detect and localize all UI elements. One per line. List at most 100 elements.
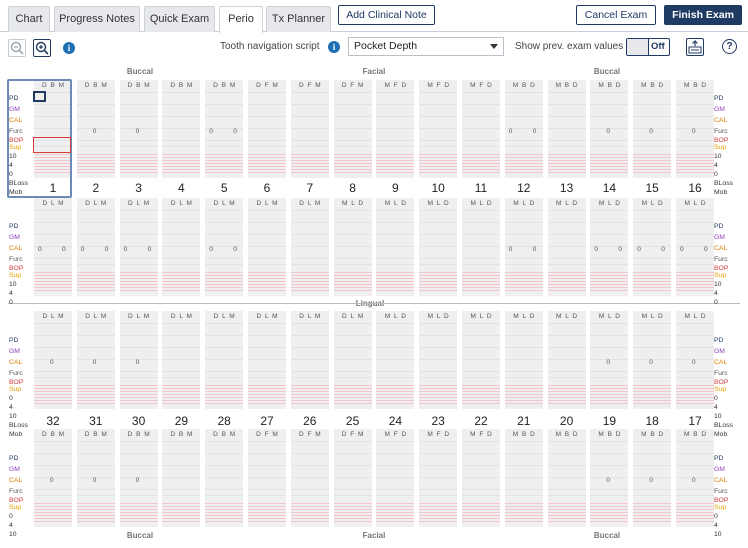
tooth-number[interactable]: 15 [645, 181, 659, 195]
tooth-number[interactable]: 12 [517, 181, 531, 195]
keyboard-button[interactable] [686, 38, 704, 56]
tooth-cell-column[interactable]: D L M 0 0 [76, 198, 115, 296]
tooth-number[interactable]: 18 [645, 414, 659, 428]
tooth-number[interactable]: 8 [349, 181, 356, 195]
tooth-cell-column[interactable]: D B M [205, 429, 244, 527]
tooth-cell-column[interactable]: M B D 0 [633, 80, 672, 178]
tooth-cell-column[interactable]: M L D [462, 311, 500, 409]
tooth-cell-column[interactable]: M B D [547, 80, 586, 178]
tooth-cell-column[interactable]: M F D [462, 429, 500, 527]
tooth-number[interactable]: 14 [602, 181, 617, 195]
tooth-cell-column[interactable]: D F M [248, 80, 286, 178]
tooth-cell-column[interactable]: D L M 0 0 [119, 198, 158, 296]
tooth-cell-column[interactable]: M L D [462, 198, 500, 296]
nav-script-info-icon[interactable]: i [328, 41, 340, 53]
tooth-cell-column[interactable]: D L M [162, 198, 201, 296]
tooth-cell-column[interactable]: D F M [248, 429, 286, 527]
tooth-number[interactable]: 24 [388, 414, 403, 428]
tooth-number[interactable]: 21 [517, 414, 531, 428]
tooth-number[interactable]: 16 [688, 181, 702, 195]
tooth-cell-column[interactable]: D L M [290, 198, 329, 296]
tooth-cell-column[interactable]: M L D 0 [590, 311, 629, 409]
tooth-cell-column[interactable]: M L D 0 0 [633, 198, 672, 296]
tooth-cell-column[interactable]: D L M 0 [76, 311, 115, 409]
tooth-number[interactable]: 22 [474, 414, 488, 428]
tooth-cell-column[interactable]: M L D 0 0 [590, 198, 629, 296]
tooth-cell-column[interactable]: M B D 0 [590, 80, 629, 178]
tooth-number[interactable]: 23 [431, 414, 445, 428]
zoom-out-button[interactable] [8, 39, 26, 57]
tooth-cell-column[interactable]: D F M [290, 80, 329, 178]
tooth-cell-column[interactable]: D B M 0 0 [205, 80, 244, 178]
tooth-number[interactable]: 28 [217, 414, 231, 428]
tooth-number[interactable]: 2 [92, 181, 100, 195]
tooth-number[interactable]: 10 [431, 181, 445, 195]
tooth-cell-column[interactable]: D L M [248, 198, 286, 296]
tooth-cell-column[interactable]: D L M [290, 311, 329, 409]
tooth-cell-column[interactable]: D B M 0 [76, 429, 115, 527]
tooth-cell-column[interactable]: M B D 0 [676, 80, 714, 178]
tooth-cell-column[interactable]: M B D 0 [590, 429, 629, 527]
tooth-cell-column[interactable]: M L D 0 [633, 311, 672, 409]
tooth-cell-column[interactable]: D L M [162, 311, 201, 409]
tooth-number[interactable]: 6 [263, 181, 271, 195]
zoom-in-button[interactable] [33, 39, 51, 57]
tab-tx-planner[interactable]: Tx Planner [266, 6, 331, 32]
tooth-cell-column[interactable]: M L D 0 0 [504, 198, 543, 296]
tooth-cell-column[interactable]: M B D 0 [633, 429, 672, 527]
cancel-exam-button[interactable]: Cancel Exam [576, 5, 656, 25]
tooth-number[interactable]: 4 [178, 181, 185, 195]
tooth-number[interactable]: 26 [303, 414, 317, 428]
nav-script-select[interactable]: Pocket Depth [348, 37, 504, 56]
tooth-cell-column[interactable]: M L D [547, 198, 586, 296]
active-pd-cell[interactable] [33, 91, 46, 102]
tooth-cell-column[interactable]: D F M [333, 429, 372, 527]
tooth-cell-column[interactable]: D L M [333, 311, 372, 409]
tooth-cell-column[interactable]: M B D 0 [676, 429, 714, 527]
tooth-cell-column[interactable]: M B D 0 0 [504, 80, 543, 178]
tooth-number[interactable]: 13 [559, 181, 574, 195]
tooth-number[interactable]: 1 [49, 181, 57, 195]
bop-cell[interactable] [33, 137, 71, 153]
finish-exam-button[interactable]: Finish Exam [664, 5, 742, 25]
tooth-cell-column[interactable]: M F D [376, 429, 415, 527]
tooth-number[interactable]: 11 [474, 181, 488, 195]
tab-progress-notes[interactable]: Progress Notes [54, 6, 140, 32]
tooth-cell-column[interactable]: M L D [333, 198, 372, 296]
info-icon[interactable]: i [63, 42, 75, 54]
tooth-number[interactable]: 7 [306, 181, 314, 195]
tooth-cell-column[interactable]: D B M [162, 429, 201, 527]
tooth-cell-column[interactable]: M F D [419, 80, 458, 178]
tooth-number[interactable]: 25 [345, 414, 360, 428]
tooth-cell-column[interactable]: M L D [419, 198, 458, 296]
tooth-number[interactable]: 17 [688, 414, 702, 428]
tab-chart[interactable]: Chart [8, 6, 50, 32]
tooth-cell-column[interactable]: M L D [547, 311, 586, 409]
tooth-number[interactable]: 27 [260, 414, 274, 428]
tooth-cell-column[interactable]: D B M 0 [34, 429, 72, 527]
tooth-cell-column[interactable]: D F M [290, 429, 329, 527]
tooth-cell-column[interactable]: D F M [333, 80, 372, 178]
tooth-cell-column[interactable]: M B D [504, 429, 543, 527]
tooth-cell-column[interactable]: M L D 0 [676, 311, 714, 409]
tab-perio[interactable]: Perio [219, 6, 263, 33]
tooth-cell-column[interactable]: D B M 0 [119, 429, 158, 527]
tooth-cell-column[interactable]: D L M [205, 311, 244, 409]
tooth-number[interactable]: 31 [89, 414, 103, 428]
tooth-number[interactable]: 30 [131, 414, 146, 428]
add-clinical-note-button[interactable]: Add Clinical Note [338, 5, 435, 25]
tooth-number[interactable]: 5 [220, 181, 228, 195]
tooth-cell-column[interactable]: M F D [419, 429, 458, 527]
tooth-cell-column[interactable]: D B M 0 [76, 80, 115, 178]
tooth-cell-column[interactable]: M L D [504, 311, 543, 409]
tooth-cell-column[interactable]: M L D [376, 311, 415, 409]
tooth-cell-column[interactable]: D L M 0 [119, 311, 158, 409]
tooth-number[interactable]: 20 [559, 414, 574, 428]
tooth-cell-column[interactable]: M L D [376, 198, 415, 296]
tooth-cell-column[interactable]: D L M [248, 311, 286, 409]
tooth-cell-column[interactable]: D B M [162, 80, 201, 178]
tooth-cell-column[interactable]: D B M [34, 80, 72, 178]
show-prev-toggle[interactable]: Off [626, 38, 670, 56]
tooth-number[interactable]: 3 [135, 181, 142, 195]
tab-quick-exam[interactable]: Quick Exam [144, 6, 215, 32]
